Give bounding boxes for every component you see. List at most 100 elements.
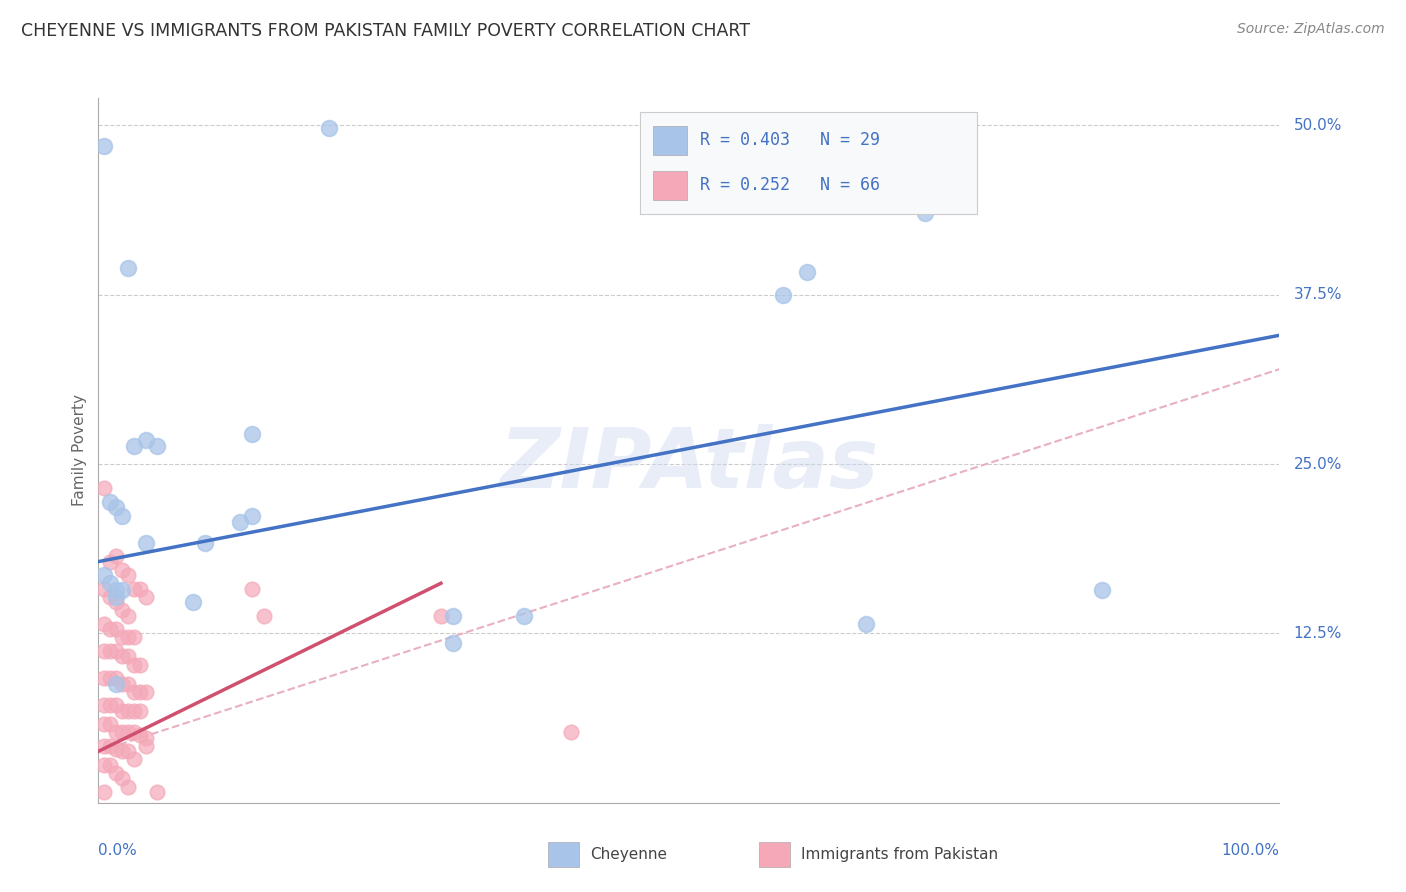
- Point: [105, 698, 128, 713]
- Point: [128, 704, 150, 718]
- Point: [93, 616, 115, 631]
- Point: [122, 439, 145, 453]
- Point: [135, 590, 157, 604]
- Point: [135, 684, 157, 698]
- Point: [111, 563, 134, 577]
- Point: [117, 704, 139, 718]
- Point: [93, 785, 115, 799]
- Text: 100.0%: 100.0%: [1222, 843, 1279, 858]
- Text: R = 0.252   N = 66: R = 0.252 N = 66: [700, 177, 880, 194]
- Point: [111, 704, 134, 718]
- Point: [105, 676, 128, 690]
- Point: [98, 698, 121, 713]
- Point: [122, 725, 145, 739]
- Point: [93, 568, 115, 582]
- Point: [122, 657, 145, 672]
- Point: [117, 649, 139, 664]
- Text: R = 0.403   N = 29: R = 0.403 N = 29: [700, 131, 880, 149]
- Point: [146, 439, 169, 453]
- Point: [105, 671, 128, 685]
- Point: [93, 482, 115, 496]
- Point: [98, 555, 121, 569]
- Point: [98, 576, 121, 591]
- Point: [93, 582, 115, 596]
- Point: [111, 631, 134, 645]
- Point: [128, 657, 150, 672]
- Point: [128, 582, 150, 596]
- Text: Cheyenne: Cheyenne: [591, 847, 668, 862]
- Point: [117, 631, 139, 645]
- Point: [111, 744, 134, 758]
- Point: [98, 717, 121, 731]
- Point: [105, 766, 128, 780]
- Point: [128, 728, 150, 742]
- Point: [122, 704, 145, 718]
- Point: [111, 649, 134, 664]
- Point: [772, 287, 794, 301]
- Point: [98, 590, 121, 604]
- Point: [111, 603, 134, 617]
- Point: [117, 260, 139, 275]
- Point: [135, 731, 157, 745]
- Point: [93, 644, 115, 658]
- Point: [194, 535, 217, 549]
- Point: [111, 676, 134, 690]
- Point: [135, 535, 157, 549]
- Point: [117, 608, 139, 623]
- Point: [122, 631, 145, 645]
- Point: [111, 772, 134, 786]
- Text: 12.5%: 12.5%: [1294, 626, 1341, 641]
- Point: [122, 582, 145, 596]
- Point: [441, 608, 464, 623]
- Point: [135, 433, 157, 447]
- Point: [117, 676, 139, 690]
- Text: CHEYENNE VS IMMIGRANTS FROM PAKISTAN FAMILY POVERTY CORRELATION CHART: CHEYENNE VS IMMIGRANTS FROM PAKISTAN FAM…: [21, 22, 749, 40]
- Text: Source: ZipAtlas.com: Source: ZipAtlas.com: [1237, 22, 1385, 37]
- Point: [128, 684, 150, 698]
- Text: 37.5%: 37.5%: [1294, 287, 1343, 302]
- Point: [111, 582, 134, 597]
- Point: [105, 590, 128, 604]
- Point: [105, 623, 128, 637]
- Point: [93, 138, 115, 153]
- Point: [98, 644, 121, 658]
- Text: 50.0%: 50.0%: [1294, 118, 1341, 133]
- Point: [135, 739, 157, 753]
- Point: [117, 725, 139, 739]
- Point: [855, 616, 877, 631]
- Point: [105, 582, 128, 597]
- Bar: [654, 126, 688, 154]
- Point: [122, 752, 145, 766]
- Point: [105, 741, 128, 756]
- Point: [105, 644, 128, 658]
- Point: [181, 595, 204, 609]
- Text: Immigrants from Pakistan: Immigrants from Pakistan: [801, 847, 998, 862]
- Point: [93, 671, 115, 685]
- Point: [111, 508, 134, 523]
- Point: [914, 206, 936, 220]
- Point: [111, 725, 134, 739]
- Point: [93, 717, 115, 731]
- Point: [240, 427, 263, 442]
- Text: 25.0%: 25.0%: [1294, 457, 1341, 472]
- Point: [105, 595, 128, 609]
- Point: [430, 608, 453, 623]
- Point: [117, 744, 139, 758]
- Bar: [654, 171, 688, 200]
- Text: ZIPAtlas: ZIPAtlas: [499, 424, 879, 505]
- Point: [105, 500, 128, 515]
- Point: [93, 757, 115, 772]
- Y-axis label: Family Poverty: Family Poverty: [72, 394, 87, 507]
- Point: [796, 264, 818, 278]
- Point: [105, 725, 128, 739]
- Point: [98, 757, 121, 772]
- Point: [105, 549, 128, 564]
- Point: [98, 739, 121, 753]
- Point: [240, 508, 263, 523]
- Point: [146, 785, 169, 799]
- Point: [240, 582, 263, 596]
- Point: [229, 516, 252, 530]
- Point: [117, 780, 139, 794]
- Point: [441, 636, 464, 650]
- Point: [1091, 582, 1114, 597]
